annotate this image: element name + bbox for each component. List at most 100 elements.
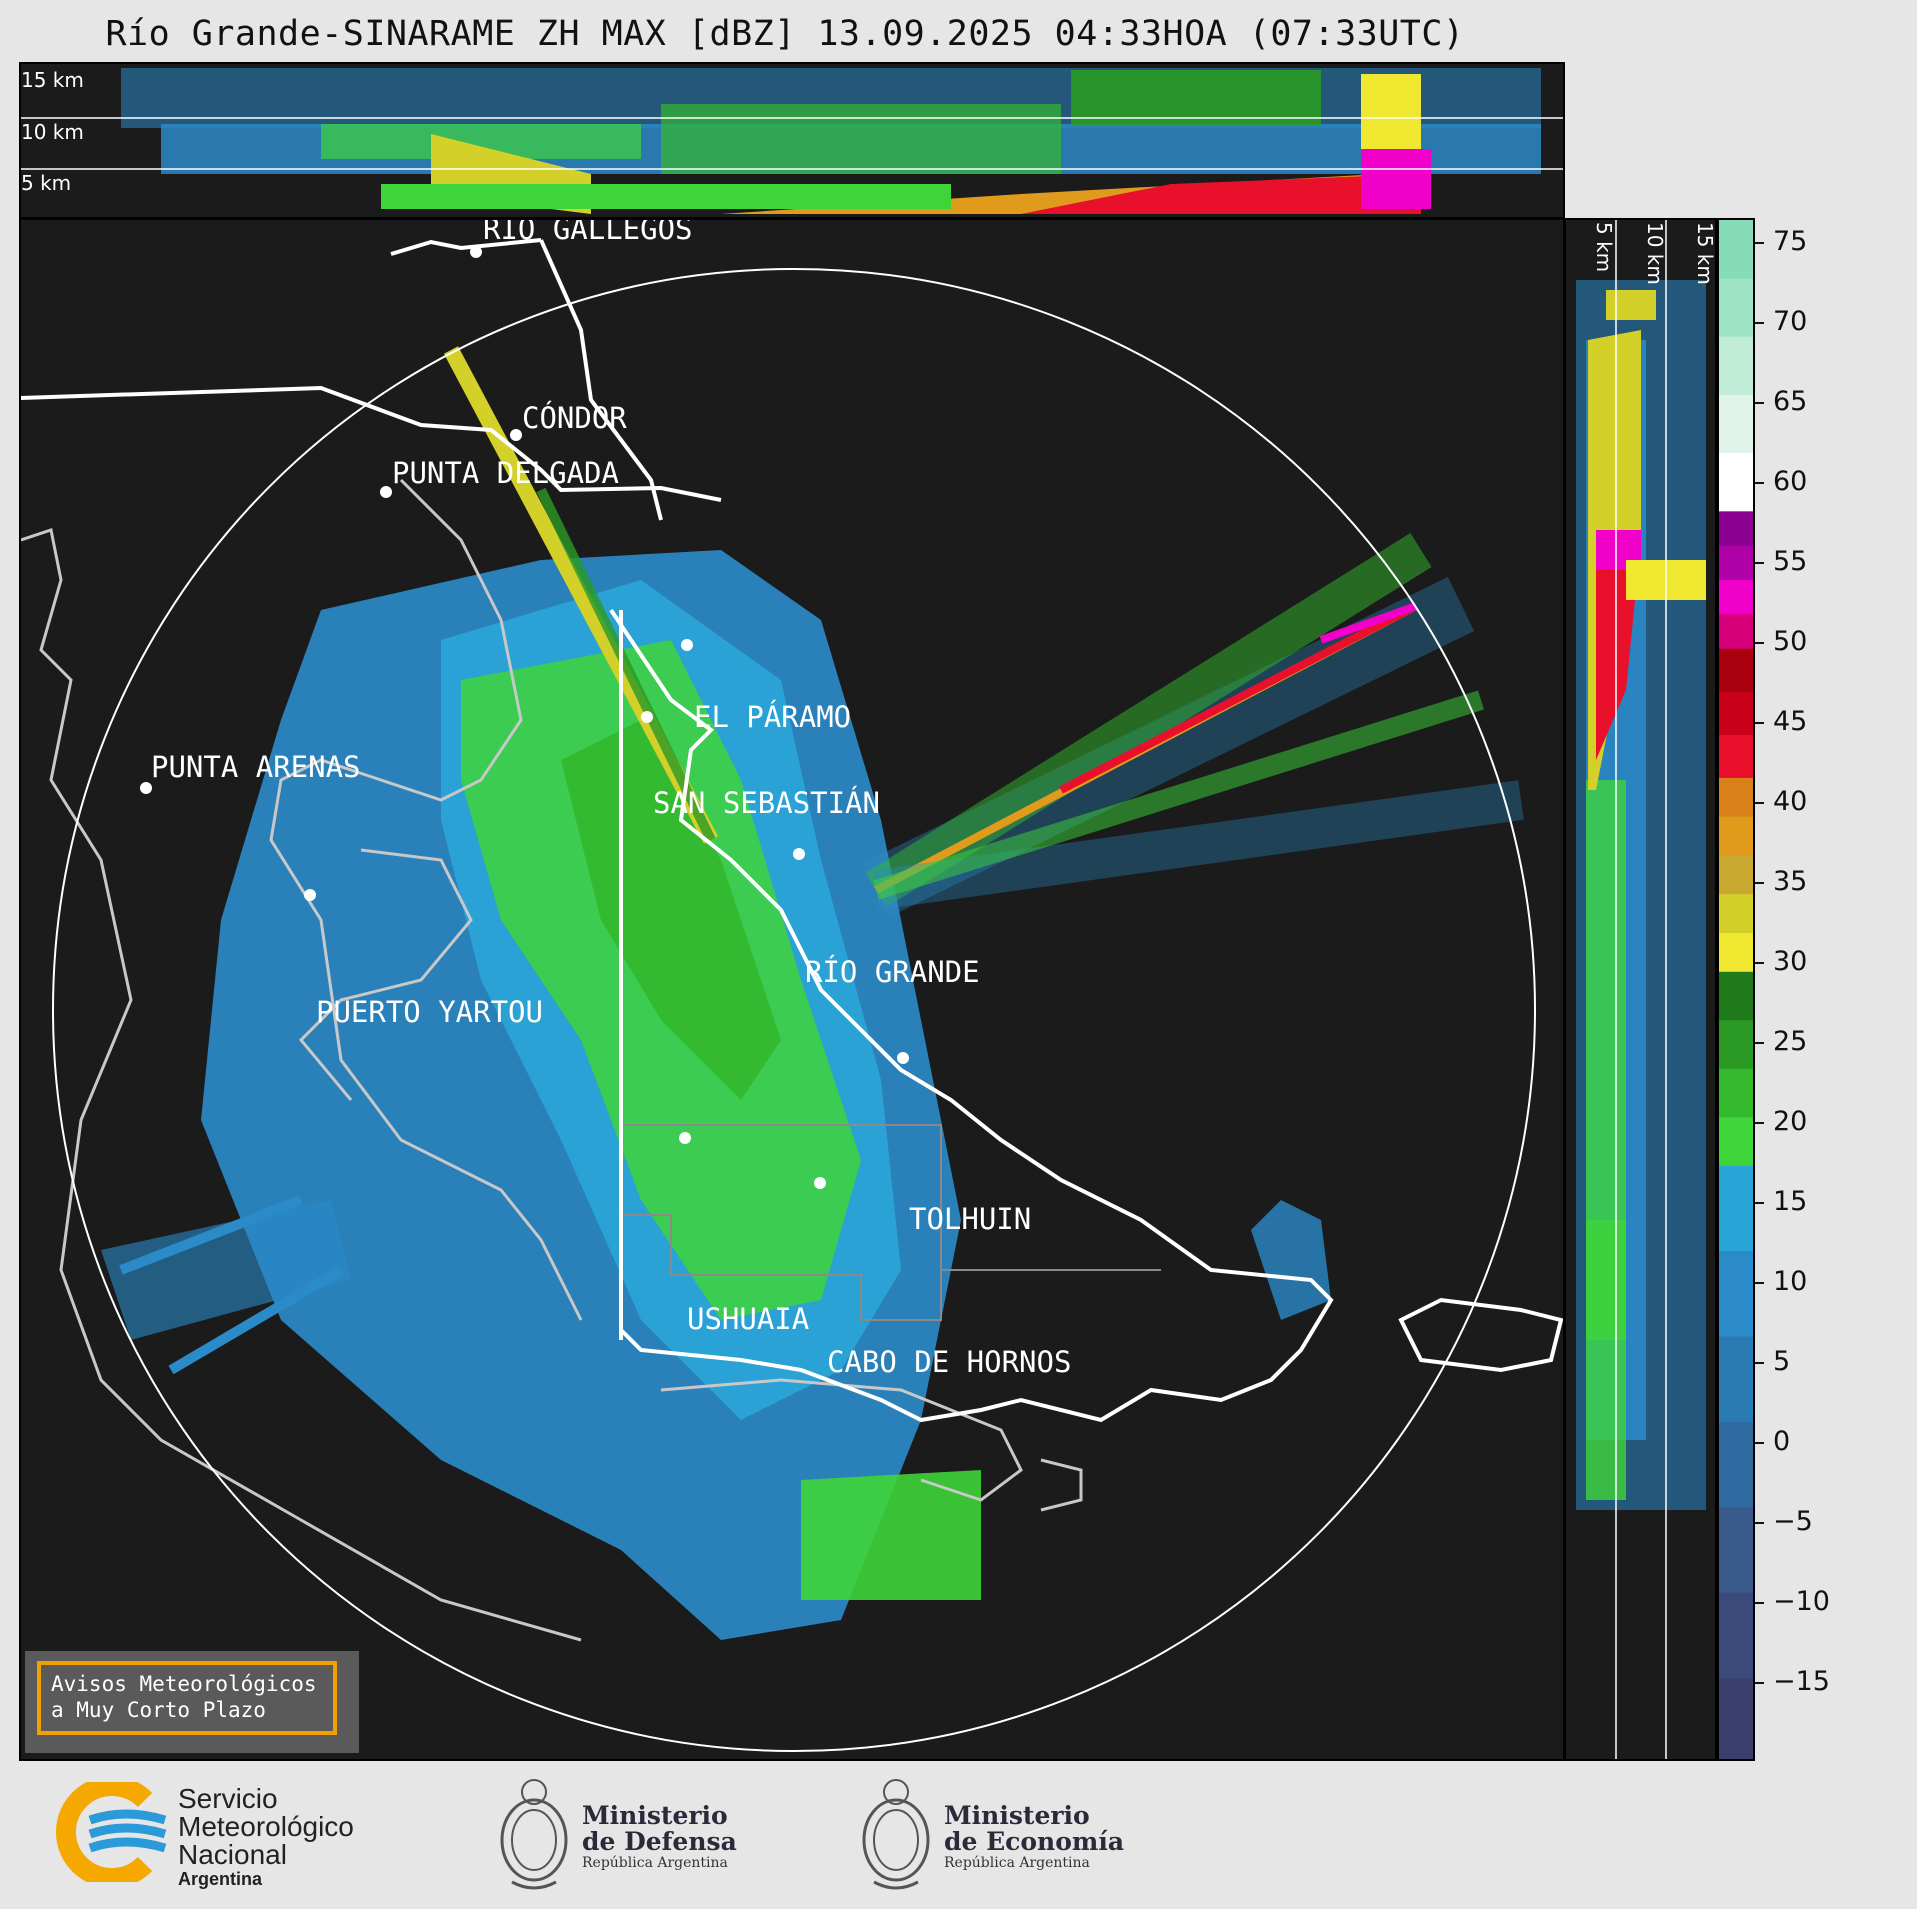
city-marker-cabo-de-hornos (814, 1177, 826, 1189)
argentina-coat-of-arms-icon (862, 1779, 930, 1890)
radar-map (21, 238, 1563, 1752)
colorbar-swatch (1719, 854, 1753, 895)
city-marker-punta-arenas (140, 782, 152, 794)
colorbar-tick: 60 (1755, 466, 1807, 497)
colorbar-tick: 5 (1755, 1346, 1790, 1377)
argentina-coat-of-arms-icon (500, 1779, 568, 1890)
side-alt-label-5km: 5 km (1592, 222, 1616, 273)
colorbar-swatch (1719, 220, 1753, 279)
ministerio-economia-logo-text: Ministerio de Economía República Argenti… (944, 1801, 1125, 1872)
colorbar-swatch (1719, 734, 1753, 778)
colorbar-tick: 45 (1755, 706, 1807, 737)
colorbar-swatch (1719, 394, 1753, 454)
colorbar-tick: −5 (1755, 1506, 1813, 1537)
top-alt-label-15km: 15 km (21, 68, 84, 92)
colorbar-swatch (1719, 278, 1753, 337)
radar-map-panel: RÍO GALLEGOS CÓNDOR PUNTA DELGADA EL PÁR… (19, 218, 1565, 1761)
top-alt-label-10km: 10 km (21, 120, 84, 144)
warning-line-2: a Muy Corto Plazo (51, 1698, 266, 1722)
city-markers (140, 246, 909, 1189)
reflectivity-field (101, 550, 1331, 1640)
colorbar-swatch (1719, 971, 1753, 1021)
colorbar-swatch (1719, 452, 1753, 512)
city-label-san-sebastian: SAN SEBASTIÁN (653, 786, 880, 820)
colorbar-swatch (1719, 545, 1753, 580)
colorbar-swatch (1719, 1019, 1753, 1069)
colorbar-swatch (1719, 1506, 1753, 1593)
range-ring (52, 268, 1536, 1752)
colorbar-swatch (1719, 1335, 1753, 1422)
colorbar-swatch (1719, 336, 1753, 395)
city-label-punta-arenas: PUNTA ARENAS (151, 750, 361, 784)
colorbar-tick: 70 (1755, 306, 1807, 337)
city-marker-puerto-yartou (304, 889, 316, 901)
city-marker-tolhuin (897, 1052, 909, 1064)
colorbar-swatch (1719, 1165, 1753, 1252)
side-alt-label-10km: 10 km (1643, 222, 1667, 285)
colorbar-swatch (1719, 1116, 1753, 1166)
city-marker-el-paramo (681, 639, 693, 651)
city-marker-punta-delgada (380, 486, 392, 498)
city-label-ushuaia: USHUAIA (687, 1302, 810, 1336)
colorbar-tick: 55 (1755, 546, 1807, 577)
colorbar-swatch (1719, 816, 1753, 856)
colorbar-tick: −15 (1755, 1666, 1830, 1697)
colorbar-scale (1719, 220, 1753, 1759)
city-label-rio-gallegos: RÍO GALLEGOS (483, 218, 693, 246)
side-cross-section-echoes (1576, 220, 1706, 1759)
city-marker-san-sebastian (641, 711, 653, 723)
colorbar-swatch (1719, 1068, 1753, 1118)
side-cross-section-panel: 5 km 10 km 15 km (1564, 218, 1717, 1761)
coastlines (21, 478, 1083, 1642)
colorbar-tick: 35 (1755, 866, 1807, 897)
city-label-condor: CÓNDOR (522, 401, 627, 435)
colorbar-tick: 20 (1755, 1106, 1807, 1137)
colorbar-swatch (1719, 777, 1753, 817)
colorbar-swatch (1719, 579, 1753, 615)
chart-title: Río Grande-SINARAME ZH MAX [dBZ] 13.09.2… (105, 14, 1465, 54)
city-marker-ushuaia (679, 1132, 691, 1144)
colorbar-tick: 15 (1755, 1186, 1807, 1217)
colorbar-swatch (1719, 510, 1753, 546)
smn-logo-icon (56, 1782, 167, 1882)
colorbar-tick: 0 (1755, 1426, 1790, 1457)
smn-logo-text: Servicio Meteorológico Nacional Argentin… (178, 1783, 354, 1890)
city-label-puerto-yartou: PUERTO YARTOU (316, 995, 543, 1029)
colorbar-ticks: 75 70 65 60 55 50 45 40 35 30 25 20 15 1… (1755, 218, 1865, 1761)
colorbar-swatch (1719, 691, 1753, 735)
city-label-cabo-de-hornos: CABO DE HORNOS (827, 1345, 1072, 1379)
colorbar-tick: 40 (1755, 786, 1807, 817)
colorbar-swatch (1719, 1592, 1753, 1679)
radial-spoke-echoes (119, 346, 1524, 1375)
side-alt-label-15km: 15 km (1693, 222, 1717, 285)
city-label-rio-grande: RÍO GRANDE (805, 955, 980, 989)
borders (21, 238, 1563, 1423)
colorbar-tick: 75 (1755, 226, 1807, 257)
colorbar-tick: −10 (1755, 1586, 1830, 1617)
colorbar-swatch (1719, 1677, 1753, 1759)
warning-box-frame: Avisos Meteorológicos a Muy Corto Plazo (37, 1661, 337, 1735)
city-label-el-paramo: EL PÁRAMO (694, 700, 852, 734)
city-marker-rio-grande (793, 848, 805, 860)
top-alt-label-5km: 5 km (21, 171, 72, 195)
ministerio-defensa-logo-text: Ministerio de Defensa República Argentin… (582, 1801, 737, 1872)
top-cross-section-echoes (21, 68, 1563, 214)
colorbar-tick: 30 (1755, 946, 1807, 977)
colorbar-tick: 65 (1755, 386, 1807, 417)
warning-line-1: Avisos Meteorológicos (51, 1672, 317, 1696)
city-marker-rio-gallegos (470, 246, 482, 258)
city-marker-condor (510, 429, 522, 441)
colorbar-swatch (1719, 648, 1753, 692)
colorbar (1717, 218, 1755, 1761)
colorbar-swatch (1719, 613, 1753, 649)
province-boundary (621, 1124, 1161, 1321)
colorbar-swatch (1719, 932, 1753, 972)
colorbar-swatch (1719, 893, 1753, 934)
colorbar-swatch (1719, 1250, 1753, 1337)
colorbar-tick: 50 (1755, 626, 1807, 657)
city-label-punta-delgada: PUNTA DELGADA (392, 456, 619, 490)
warning-box: Avisos Meteorológicos a Muy Corto Plazo (25, 1651, 359, 1753)
city-label-tolhuin: TOLHUIN (909, 1202, 1032, 1236)
colorbar-swatch (1719, 1421, 1753, 1508)
colorbar-tick: 10 (1755, 1266, 1807, 1297)
